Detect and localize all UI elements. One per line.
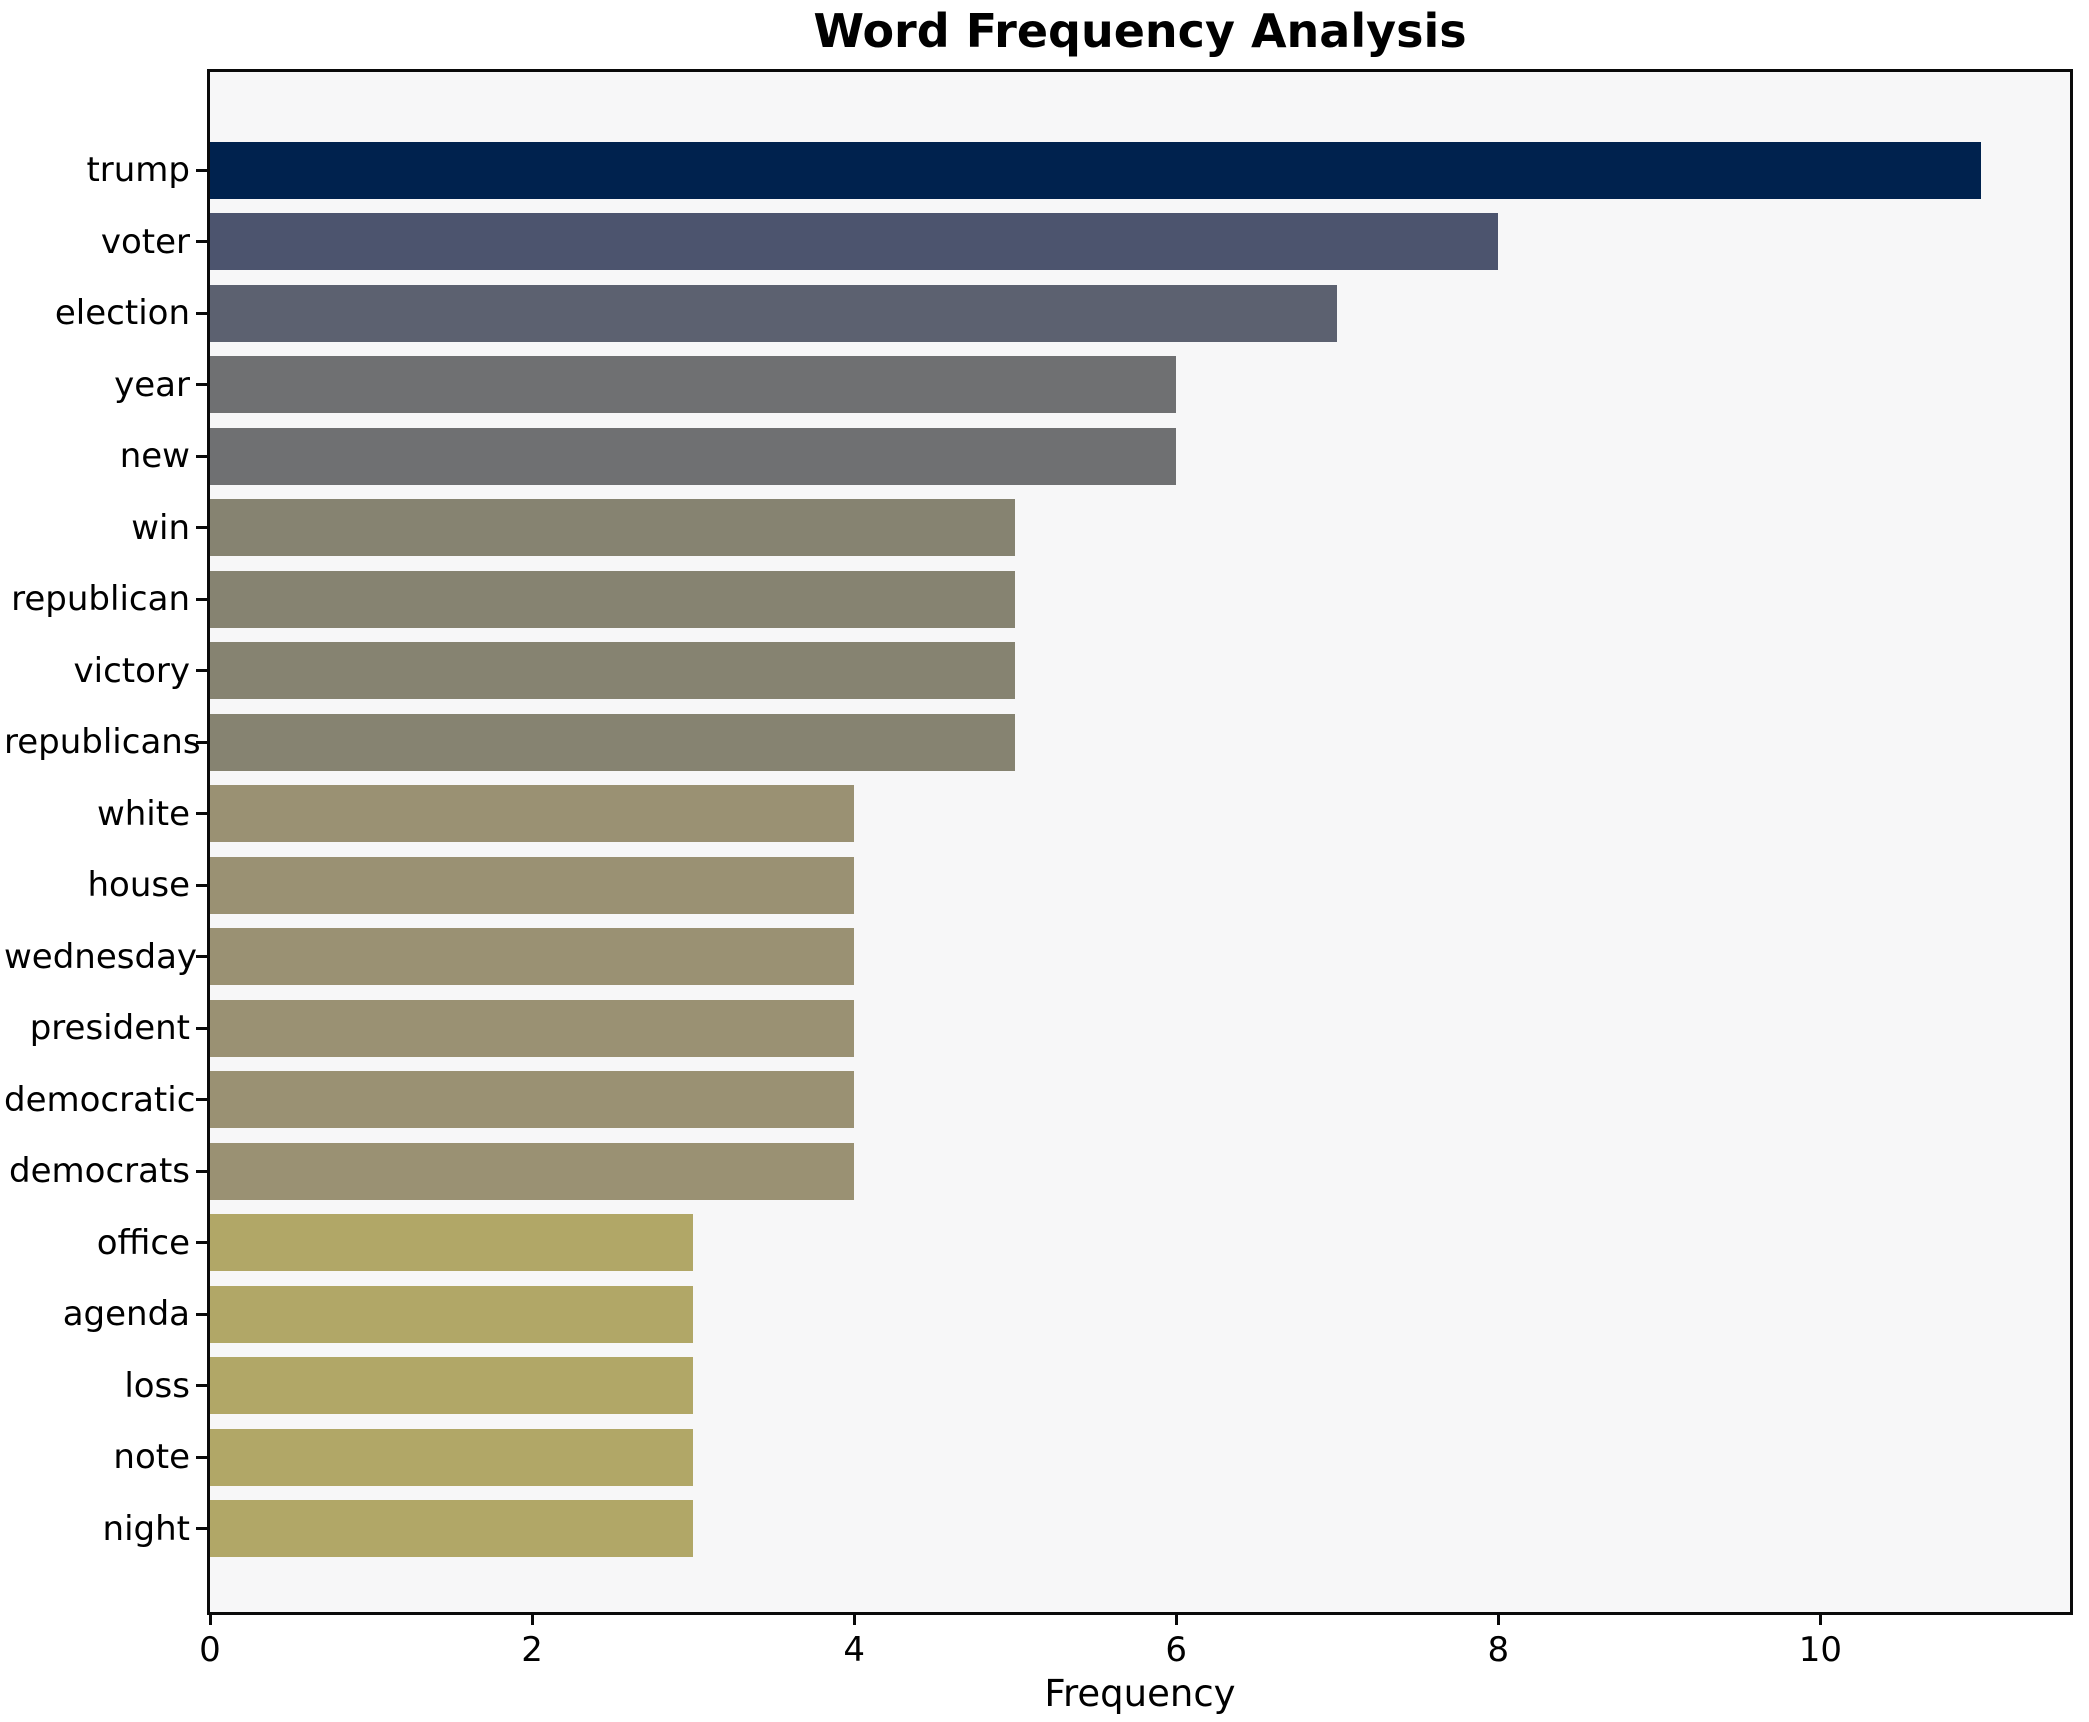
bar-loss <box>210 1357 693 1414</box>
x-tick-label-2: 2 <box>521 1630 543 1670</box>
bar-office <box>210 1214 693 1271</box>
x-axis-label: Frequency <box>1044 1672 1236 1715</box>
y-tick-label-year: year <box>114 364 190 405</box>
x-tick-label-0: 0 <box>199 1630 221 1670</box>
bar-democrats <box>210 1142 854 1200</box>
x-tick-label-10: 10 <box>1798 1630 1842 1670</box>
y-tick-label-win: win <box>131 507 190 548</box>
y-tick-mark <box>196 1169 208 1173</box>
y-tick-mark <box>196 740 208 744</box>
x-tick-label-4: 4 <box>843 1630 865 1670</box>
y-tick-label-democratic: democratic <box>4 1079 196 1120</box>
x-tick-mark <box>1496 1612 1500 1625</box>
bar-president <box>210 999 854 1057</box>
bar-election <box>210 284 1337 342</box>
y-tick-mark <box>196 597 208 601</box>
x-tick-mark <box>1174 1612 1178 1625</box>
y-tick-mark <box>196 883 208 887</box>
y-tick-label-white: white <box>96 793 190 834</box>
x-tick-mark <box>208 1612 212 1625</box>
y-tick-mark <box>196 955 208 958</box>
y-tick-label-new: new <box>119 436 190 476</box>
y-tick-label-wednesday: wednesday <box>4 936 198 977</box>
y-tick-label-night: night <box>102 1508 190 1549</box>
y-tick-label-republican: republican <box>11 579 190 619</box>
y-tick-mark <box>196 311 208 315</box>
y-tick-mark <box>196 1312 208 1316</box>
y-tick-mark <box>196 1384 208 1387</box>
y-tick-label-voter: voter <box>100 221 190 262</box>
bar-voter <box>210 213 1498 270</box>
y-tick-label-house: house <box>87 865 190 905</box>
y-tick-mark <box>196 1455 208 1459</box>
bar-win <box>210 499 1015 556</box>
y-tick-mark <box>196 240 208 243</box>
y-tick-label-democrats: democrats <box>9 1151 190 1191</box>
bar-note <box>210 1428 693 1486</box>
y-tick-mark <box>196 168 208 172</box>
y-tick-mark <box>196 1527 208 1530</box>
bar-night <box>210 1500 693 1557</box>
y-tick-mark <box>196 454 208 458</box>
bar-house <box>210 856 854 914</box>
y-tick-mark <box>196 526 208 529</box>
chart-title: Word Frequency Analysis <box>813 4 1467 58</box>
y-tick-label-election: election <box>54 293 190 333</box>
y-tick-label-victory: victory <box>73 650 191 691</box>
x-tick-label-8: 8 <box>1487 1630 1510 1670</box>
bar-trump <box>210 141 1981 199</box>
y-tick-label-loss: loss <box>124 1365 190 1406</box>
x-tick-mark <box>530 1612 534 1625</box>
y-tick-mark <box>196 1098 208 1101</box>
bar-victory <box>210 642 1015 699</box>
bar-agenda <box>210 1285 693 1343</box>
y-tick-mark <box>196 1026 208 1030</box>
y-tick-label-agenda: agenda <box>62 1294 190 1334</box>
y-tick-mark <box>196 669 208 672</box>
bar-year <box>210 356 1176 413</box>
y-tick-mark <box>196 812 208 815</box>
y-tick-label-office: office <box>96 1222 190 1263</box>
bar-republicans <box>210 713 1015 771</box>
y-tick-label-trump: trump <box>86 150 190 190</box>
x-tick-mark <box>1818 1612 1822 1625</box>
bar-republican <box>210 570 1015 628</box>
bar-democratic <box>210 1071 854 1128</box>
y-tick-label-republicans: republicans <box>4 722 201 762</box>
y-tick-label-president: president <box>29 1008 190 1048</box>
x-tick-label-6: 6 <box>1165 1630 1188 1670</box>
y-tick-mark <box>196 1241 208 1244</box>
x-tick-mark <box>852 1612 856 1625</box>
y-tick-mark <box>196 383 208 386</box>
bar-white <box>210 785 854 842</box>
y-tick-label-note: note <box>113 1437 190 1477</box>
bar-wednesday <box>210 928 854 985</box>
bar-new <box>210 427 1176 485</box>
